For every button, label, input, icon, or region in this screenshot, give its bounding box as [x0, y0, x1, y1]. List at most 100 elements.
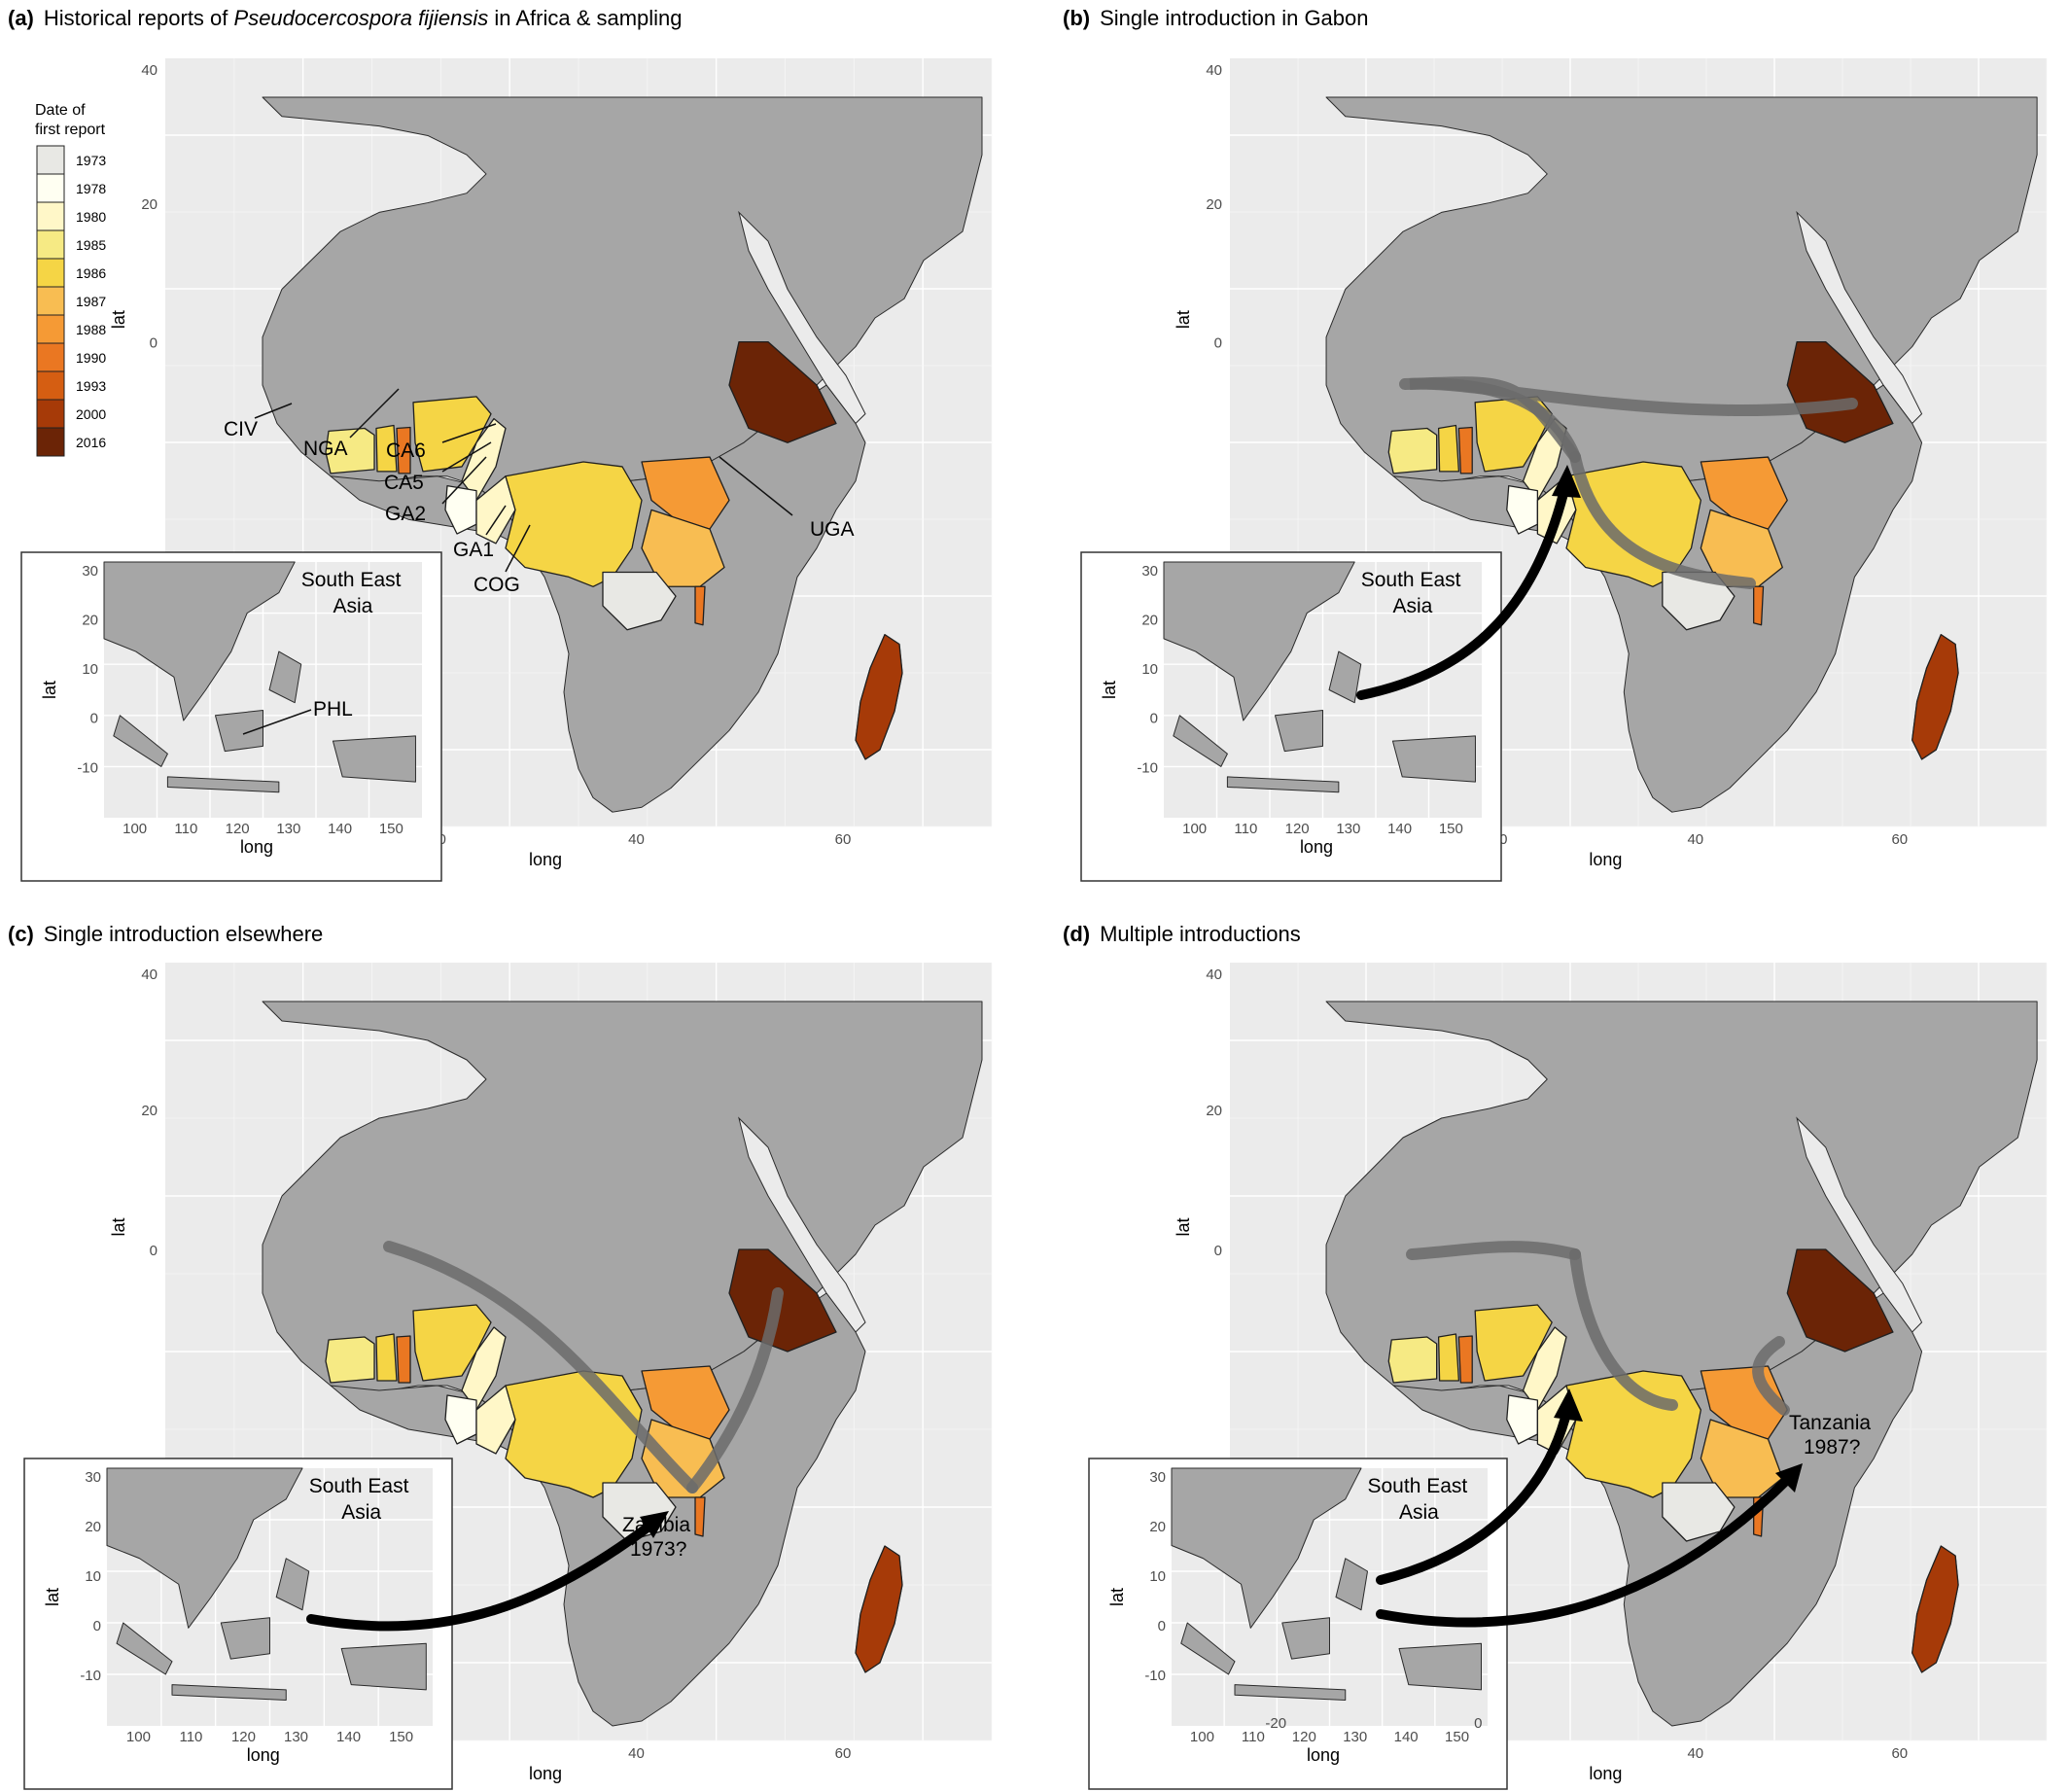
legend-swatch	[36, 173, 65, 203]
lat-tick-label: 20	[1206, 196, 1222, 213]
lat-tick-label: 40	[1206, 62, 1222, 79]
inset-lon-tick: 140	[1387, 821, 1412, 837]
country-gabon-eqg	[444, 1394, 477, 1445]
inset-region-label-line2: Asia	[1392, 595, 1432, 617]
inset-region-label-line1: South East	[1361, 569, 1461, 591]
inset-lon-tick: 130	[1336, 821, 1360, 837]
inset-lat-tick: 0	[90, 711, 98, 727]
country-gabon-eqg	[1506, 1394, 1539, 1445]
country-malawi	[694, 585, 706, 626]
zambia-label-line2: 1973?	[630, 1538, 686, 1561]
country-gabon-eqg	[1506, 485, 1539, 535]
inset-lon-tick: 130	[276, 821, 300, 837]
panel-title-suffix: in Africa & sampling	[488, 6, 682, 30]
inset-lat-tick: 10	[82, 661, 98, 678]
legend-swatch	[36, 286, 65, 316]
country-zambia	[602, 571, 677, 631]
introduction-arrow	[1356, 481, 1570, 700]
country-ethiopia	[1786, 341, 1894, 443]
inset-mainland	[1171, 1467, 1362, 1629]
inset-borneo	[1281, 1617, 1330, 1660]
sample-label-cog: COG	[473, 574, 520, 596]
inset-lon-tick: 120	[226, 821, 250, 837]
country-togo-benin	[396, 1335, 411, 1384]
inset-lon-tick: 130	[1343, 1729, 1367, 1745]
country-cameroon	[1522, 1326, 1567, 1411]
inset-region-label-line2: Asia	[333, 595, 372, 617]
country-madagascar	[1911, 1545, 1959, 1673]
lat-tick-label: 40	[141, 966, 158, 983]
panel-c: (c) Single introduction elsewhere 20 40 60 40…	[8, 922, 993, 1790]
inset-lat-tick: 10	[1141, 661, 1158, 678]
inset-borneo	[220, 1617, 270, 1660]
inset-lon-tick: 140	[1394, 1729, 1419, 1745]
inset-lon-tick: 140	[328, 821, 352, 837]
inset-sumatra	[113, 715, 168, 767]
inset-lon-tick: 120	[1285, 821, 1310, 837]
inset-lat-tick: 0	[93, 1618, 101, 1634]
country-malawi	[1753, 585, 1765, 626]
panel-letter: (d)	[1063, 922, 1090, 946]
sample-label-nga: NGA	[303, 438, 348, 460]
country-congo	[475, 475, 516, 545]
arrowhead	[640, 1511, 669, 1538]
inset-java	[1226, 776, 1340, 793]
lat-tick-label: 40	[141, 62, 158, 79]
country-gabon-eqg	[444, 485, 477, 535]
legend-label: 1993	[76, 378, 106, 394]
inset-y-axis-title: lat	[1107, 1588, 1127, 1606]
legend-swatch	[36, 314, 65, 344]
legend-swatch	[36, 399, 65, 429]
legend-label: 2016	[76, 435, 106, 450]
country-togo-benin	[1457, 426, 1473, 474]
lat-tick-label: 20	[1206, 1103, 1222, 1119]
inset-x-axis-title: long	[240, 837, 273, 857]
country-ethiopia	[728, 341, 837, 443]
inset-new-guinea	[332, 735, 416, 783]
country-togo-benin	[1457, 1335, 1473, 1384]
introduction-arrow-west	[1376, 1405, 1572, 1585]
lon-tick-label: 60	[835, 831, 852, 848]
inset-lat-tick: 10	[1149, 1568, 1166, 1585]
legend-label: 1980	[76, 209, 106, 225]
inset-x-axis-title: long	[1300, 837, 1333, 857]
spread-arrow-west	[383, 1241, 698, 1493]
inset-extra-tick: 0	[1474, 1715, 1482, 1732]
panel-title: (c) Single introduction elsewhere	[8, 922, 323, 946]
arrowhead	[1552, 465, 1581, 498]
panel-title: (b) Single introduction in Gabon	[1063, 6, 1369, 30]
inset-lon-tick: 100	[126, 1729, 151, 1745]
inset-philippines	[268, 650, 302, 704]
inset-new-guinea	[340, 1642, 427, 1691]
panel-title-species: Pseudocercospora fijiensis	[234, 6, 489, 30]
country-nigeria	[1474, 1304, 1553, 1382]
inset-region-label-line1: South East	[301, 569, 402, 591]
country-nigeria	[412, 1304, 492, 1382]
inset-lon-tick: 100	[123, 821, 147, 837]
inset-lat-tick: 20	[82, 613, 98, 629]
lat-tick-label: 40	[1206, 966, 1222, 983]
land-mass	[262, 96, 983, 813]
inset-y-axis-title: lat	[43, 1588, 62, 1606]
spread-arrow-west	[1399, 377, 1581, 463]
panel-title-text: Single introduction in Gabon	[1100, 6, 1368, 30]
land-mass	[1325, 1001, 2038, 1727]
inset-lon-tick: 150	[1445, 1729, 1469, 1745]
inset-mainland	[1163, 561, 1355, 721]
arrows-b	[1356, 376, 1858, 700]
country-congo	[475, 1385, 516, 1455]
legend-swatch	[36, 201, 65, 231]
legend-label: 1988	[76, 322, 106, 337]
sample-leader-line	[441, 423, 497, 443]
legend: Date of first report 1973 1978 1980 1985 1986 1…	[35, 102, 106, 457]
legend-swatch	[36, 258, 65, 288]
y-axis-title: lat	[109, 1217, 128, 1236]
country-ghana	[375, 424, 398, 473]
country-madagascar	[855, 1545, 903, 1673]
legend-label: 1987	[76, 294, 106, 309]
country-madagascar	[1911, 633, 1959, 760]
sample-label-civ: CIV	[224, 418, 258, 440]
country-ethiopia	[1786, 1248, 1894, 1353]
